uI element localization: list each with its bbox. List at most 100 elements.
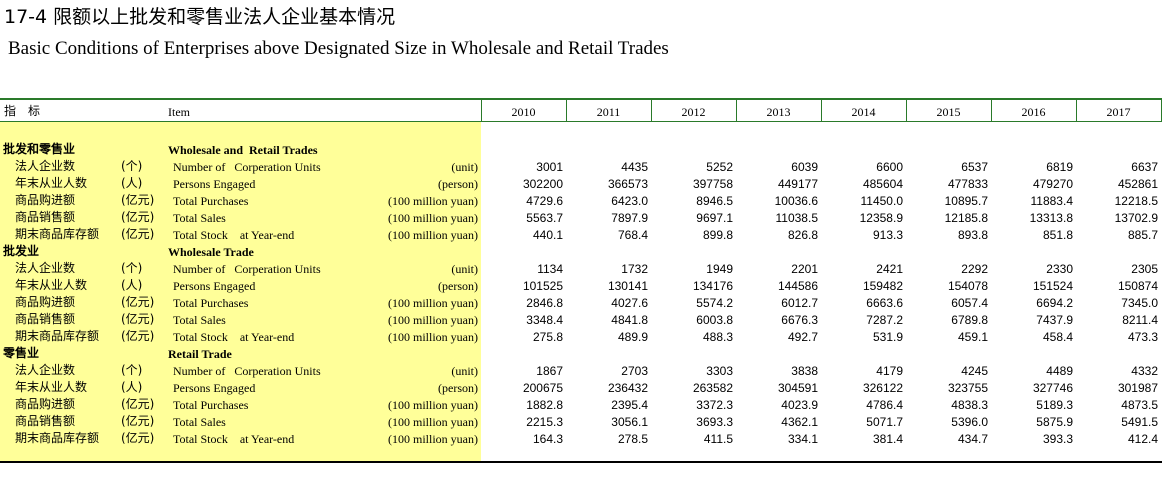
cell-value: 263582	[692, 381, 733, 395]
row-unit-cn: (亿元)	[121, 312, 155, 326]
cell-value: 3303	[706, 364, 733, 378]
cell-value: 899.8	[702, 228, 733, 242]
cell-value: 893.8	[957, 228, 988, 242]
cell-value: 6789.8	[951, 313, 988, 327]
cell-value: 6012.7	[781, 296, 818, 310]
subtitle: Basic Conditions of Enterprises above De…	[8, 38, 669, 59]
row-unit-en: (100 million yuan)	[388, 432, 478, 446]
cell-value: 278.5	[617, 432, 648, 446]
section-name-en: Wholesale and Retail Trades	[168, 143, 318, 157]
top-rule	[0, 98, 1162, 100]
cell-value: 3001	[536, 160, 563, 174]
row-unit-cn: (个)	[121, 261, 143, 275]
cell-value: 2846.8	[526, 296, 563, 310]
year-header: 2015	[936, 105, 961, 119]
row-label-cn: 年末从业人数	[15, 380, 88, 394]
section-name-cn: 批发和零售业	[3, 142, 76, 156]
cell-value: 101525	[522, 279, 563, 293]
column-divider	[906, 100, 907, 122]
cell-value: 397758	[692, 177, 733, 191]
column-divider	[651, 100, 652, 122]
section-name-en: Wholesale Trade	[168, 245, 254, 259]
cell-value: 5574.2	[696, 296, 733, 310]
cell-value: 2330	[1046, 262, 1073, 276]
row-label-cn: 年末从业人数	[15, 278, 88, 292]
column-divider	[566, 100, 567, 122]
row-label-cn: 商品销售额	[15, 312, 76, 326]
row-unit-en: (100 million yuan)	[388, 296, 478, 310]
row-label-cn: 商品购进额	[15, 193, 76, 207]
row-label-en: Total Sales	[173, 313, 226, 327]
cell-value: 13702.9	[1114, 211, 1158, 225]
row-unit-cn: (亿元)	[121, 329, 155, 343]
cell-value: 4245	[961, 364, 988, 378]
cell-value: 13313.8	[1029, 211, 1073, 225]
row-label-en: Total Sales	[173, 211, 226, 225]
cell-value: 4332	[1131, 364, 1158, 378]
cell-value: 11038.5	[775, 211, 819, 225]
cell-value: 275.8	[532, 330, 563, 344]
row-label-cn: 商品销售额	[15, 210, 76, 224]
row-label-en: Total Sales	[173, 415, 226, 429]
cell-value: 130141	[607, 279, 648, 293]
cell-value: 3693.3	[696, 415, 733, 429]
cell-value: 4435	[621, 160, 648, 174]
row-label-cn: 期末商品库存额	[15, 431, 100, 445]
row-unit-en: (100 million yuan)	[388, 330, 478, 344]
row-unit-en: (person)	[438, 279, 478, 293]
year-header: 2010	[511, 105, 536, 119]
cell-value: 393.3	[1042, 432, 1073, 446]
row-label-cn: 法人企业数	[15, 261, 76, 275]
cell-value: 4873.5	[1121, 398, 1158, 412]
cell-value: 6663.6	[866, 296, 903, 310]
cell-value: 768.4	[617, 228, 648, 242]
cell-value: 5252	[706, 160, 733, 174]
cell-value: 851.8	[1042, 228, 1073, 242]
cell-value: 2305	[1131, 262, 1158, 276]
cell-value: 485604	[862, 177, 903, 191]
cell-value: 12185.8	[944, 211, 988, 225]
row-unit-en: (person)	[438, 381, 478, 395]
cell-value: 4841.8	[611, 313, 648, 327]
cell-value: 885.7	[1127, 228, 1158, 242]
cell-value: 4838.3	[951, 398, 988, 412]
cell-value: 7345.0	[1121, 296, 1158, 310]
row-unit-en: (100 million yuan)	[388, 211, 478, 225]
cell-value: 3838	[791, 364, 818, 378]
cell-value: 452861	[1117, 177, 1158, 191]
cell-value: 326122	[862, 381, 903, 395]
cell-value: 6819	[1046, 160, 1073, 174]
cell-value: 479270	[1032, 177, 1073, 191]
column-divider	[481, 100, 482, 122]
cell-value: 411.5	[703, 432, 733, 446]
cell-value: 6637	[1131, 160, 1158, 174]
year-header: 2016	[1021, 105, 1046, 119]
row-unit-en: (100 million yuan)	[388, 398, 478, 412]
cell-value: 459.1	[957, 330, 988, 344]
cell-value: 4362.1	[781, 415, 818, 429]
cell-value: 11450.0	[860, 194, 904, 208]
cell-value: 134176	[692, 279, 733, 293]
cell-value: 6676.3	[781, 313, 818, 327]
column-divider	[736, 100, 737, 122]
item-header: Item	[168, 105, 190, 119]
cell-value: 10895.7	[944, 194, 988, 208]
row-label-en: Total Purchases	[173, 296, 249, 310]
cell-value: 5396.0	[951, 415, 988, 429]
cell-value: 5071.7	[866, 415, 903, 429]
row-unit-en: (100 million yuan)	[388, 194, 478, 208]
cell-value: 304591	[777, 381, 818, 395]
row-unit-en: (100 million yuan)	[388, 415, 478, 429]
column-divider	[1076, 100, 1077, 122]
cell-value: 449177	[777, 177, 818, 191]
cell-value: 6600	[876, 160, 903, 174]
row-unit-cn: (亿元)	[121, 193, 155, 207]
cell-value: 2703	[621, 364, 648, 378]
row-label-cn: 法人企业数	[15, 363, 76, 377]
row-label-cn: 期末商品库存额	[15, 227, 100, 241]
row-label-cn: 商品销售额	[15, 414, 76, 428]
cell-value: 4023.9	[781, 398, 818, 412]
year-header: 2014	[851, 105, 876, 119]
cell-value: 1949	[706, 262, 733, 276]
